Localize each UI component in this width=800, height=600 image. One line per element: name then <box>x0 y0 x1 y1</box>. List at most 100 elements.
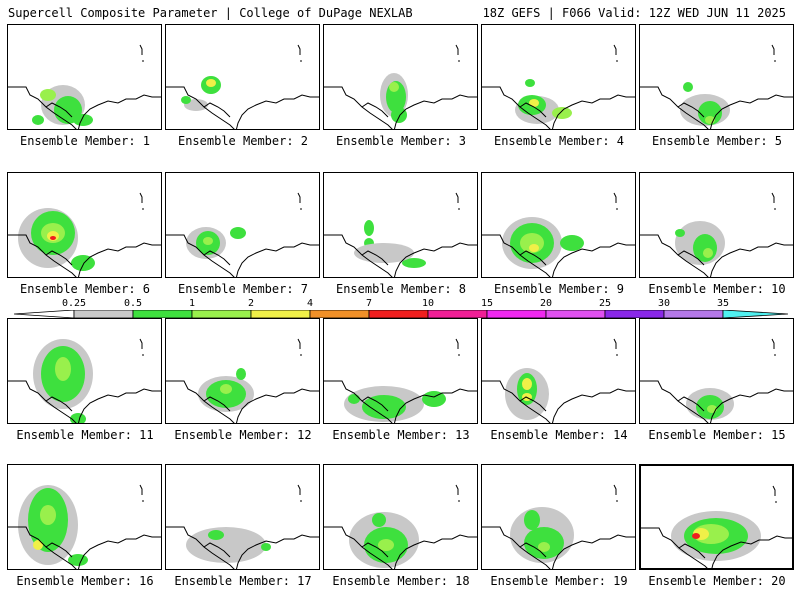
coastline <box>324 526 477 569</box>
scp-contour-area <box>236 368 246 380</box>
ensemble-member-panel[interactable] <box>323 24 478 130</box>
country-border <box>361 250 389 266</box>
country-border <box>203 542 231 558</box>
scp-contour-area <box>181 96 191 104</box>
country-border <box>203 396 231 412</box>
legend-label: 0.25 <box>61 298 87 309</box>
scp-contour-area <box>552 107 572 119</box>
coastline <box>482 234 635 277</box>
scp-contour-area <box>389 82 399 92</box>
country-border <box>45 250 73 266</box>
scp-contour-area <box>378 539 394 551</box>
country-border <box>361 396 389 412</box>
ensemble-member-panel[interactable] <box>165 172 320 278</box>
ensemble-member-label: Ensemble Member: 9 <box>493 282 625 296</box>
legend-swatch <box>545 310 606 318</box>
scp-contour-area <box>529 99 539 107</box>
legend-swatch <box>722 310 788 318</box>
island-outline <box>771 192 776 210</box>
scp-contour-area <box>538 542 550 552</box>
ensemble-member-panel[interactable] <box>481 464 636 570</box>
island-outline <box>771 44 776 62</box>
island-outline <box>613 484 618 502</box>
member-map <box>324 338 477 423</box>
scp-contour-area <box>71 255 95 271</box>
coastline <box>166 380 319 423</box>
ensemble-member-label: Ensemble Member: 1 <box>19 134 151 148</box>
scp-contour-area <box>354 243 414 263</box>
scp-contour-area <box>55 357 71 381</box>
ensemble-member-label: Ensemble Member: 14 <box>490 428 628 442</box>
member-map <box>640 44 793 129</box>
ensemble-member-label: Ensemble Member: 16 <box>16 574 154 588</box>
member-map <box>324 192 477 277</box>
country-border <box>678 543 706 559</box>
ensemble-member-panel[interactable] <box>7 318 162 424</box>
ensemble-member-panel[interactable] <box>165 318 320 424</box>
island-outline <box>613 192 618 210</box>
scp-contour-area <box>402 258 426 268</box>
ensemble-member-panel[interactable] <box>7 464 162 570</box>
legend-label: 10 <box>421 298 435 309</box>
coastline <box>324 86 477 129</box>
model-run-valid-time: 18Z GEFS | F066 Valid: 12Z WED JUN 11 20… <box>482 6 786 20</box>
ensemble-member-label: Ensemble Member: 5 <box>651 134 783 148</box>
scp-contour-area <box>348 394 360 404</box>
ensemble-member-panel[interactable] <box>639 172 794 278</box>
ensemble-member-panel[interactable] <box>639 318 794 424</box>
ensemble-member-panel[interactable] <box>639 24 794 130</box>
country-border <box>45 102 73 118</box>
ensemble-member-panel[interactable] <box>323 318 478 424</box>
ensemble-member-label: Ensemble Member: 2 <box>177 134 309 148</box>
coastline <box>8 526 161 569</box>
map-title: Supercell Composite Parameter | College … <box>8 6 413 20</box>
legend-label: 20 <box>539 298 553 309</box>
ensemble-member-label: Ensemble Member: 4 <box>493 134 625 148</box>
legend-swatch <box>368 310 429 318</box>
member-map <box>482 192 635 277</box>
legend-swatch <box>132 310 193 318</box>
ensemble-member-label: Ensemble Member: 3 <box>335 134 467 148</box>
ensemble-member-panel[interactable] <box>323 172 478 278</box>
member-map <box>482 484 635 569</box>
island-outline <box>139 338 144 356</box>
member-map <box>640 192 793 277</box>
ensemble-member-panel[interactable] <box>7 24 162 130</box>
ensemble-member-label: Ensemble Member: 6 <box>19 282 151 296</box>
legend-swatch <box>604 310 665 318</box>
coastline <box>166 234 319 277</box>
scp-contour-area <box>261 543 271 551</box>
member-map <box>8 338 161 423</box>
ensemble-member-panel[interactable] <box>481 24 636 130</box>
ensemble-member-panel[interactable] <box>639 464 794 570</box>
coastline <box>640 86 793 129</box>
ensemble-member-panel[interactable] <box>323 464 478 570</box>
island-outline <box>771 338 776 356</box>
island-outline <box>455 192 460 210</box>
coastline <box>166 526 319 569</box>
ensemble-member-panel[interactable] <box>165 464 320 570</box>
member-map <box>324 44 477 129</box>
scp-contour-area <box>525 79 535 87</box>
scp-contour-area <box>391 107 407 123</box>
scp-contour-area <box>33 540 43 550</box>
scp-contour-area <box>220 384 232 394</box>
member-map <box>641 485 792 568</box>
country-border <box>45 542 73 558</box>
ensemble-member-panel[interactable] <box>7 172 162 278</box>
legend-swatch <box>250 310 311 318</box>
ensemble-member-label: Ensemble Member: 15 <box>648 428 786 442</box>
country-border <box>519 542 547 558</box>
scp-contour-area <box>683 82 693 92</box>
ensemble-member-panel[interactable] <box>165 24 320 130</box>
legend-label: 25 <box>598 298 612 309</box>
member-map <box>640 338 793 423</box>
scp-contour-area <box>203 237 213 245</box>
ensemble-member-panel[interactable] <box>481 172 636 278</box>
island-outline <box>613 44 618 62</box>
member-map <box>8 44 161 129</box>
ensemble-member-label: Ensemble Member: 10 <box>648 282 786 296</box>
ensemble-member-panel[interactable] <box>481 318 636 424</box>
legend-label: 7 <box>365 298 373 309</box>
coastline <box>640 234 793 277</box>
